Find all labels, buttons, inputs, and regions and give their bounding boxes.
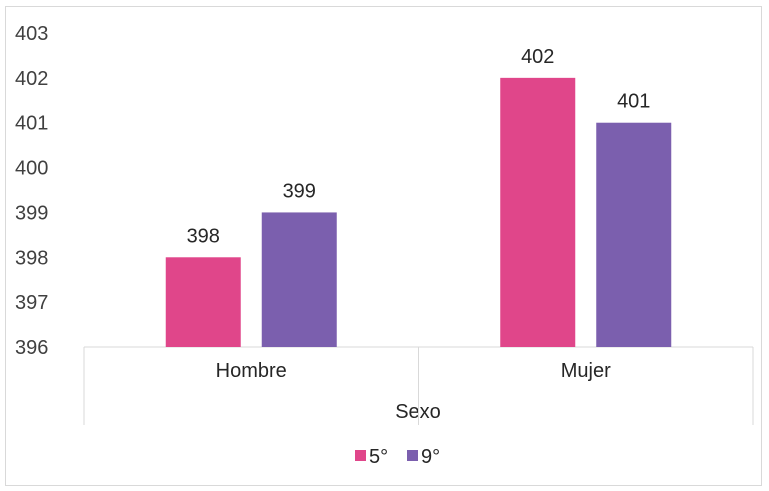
y-tick-label: 399 bbox=[15, 202, 48, 224]
y-tick-label: 396 bbox=[15, 337, 48, 359]
y-tick-label: 401 bbox=[15, 113, 48, 135]
data-label: 402 bbox=[521, 46, 554, 68]
y-tick-label: 400 bbox=[15, 158, 48, 180]
y-tick-label: 397 bbox=[15, 292, 48, 314]
y-tick-label: 402 bbox=[15, 68, 48, 90]
legend-label: 9° bbox=[421, 446, 440, 468]
bar bbox=[165, 257, 241, 347]
category-label: Hombre bbox=[216, 360, 287, 382]
category-label: Mujer bbox=[561, 360, 611, 382]
legend-swatch bbox=[355, 450, 366, 461]
y-tick-label: 398 bbox=[15, 247, 48, 269]
bar bbox=[500, 77, 576, 347]
data-label: 401 bbox=[617, 91, 650, 113]
data-label: 399 bbox=[283, 180, 316, 202]
data-label: 398 bbox=[187, 225, 220, 247]
bar bbox=[261, 212, 337, 347]
y-tick-label: 403 bbox=[15, 23, 48, 45]
bar bbox=[596, 122, 672, 347]
legend-swatch bbox=[407, 450, 418, 461]
legend-label: 5° bbox=[369, 446, 388, 468]
